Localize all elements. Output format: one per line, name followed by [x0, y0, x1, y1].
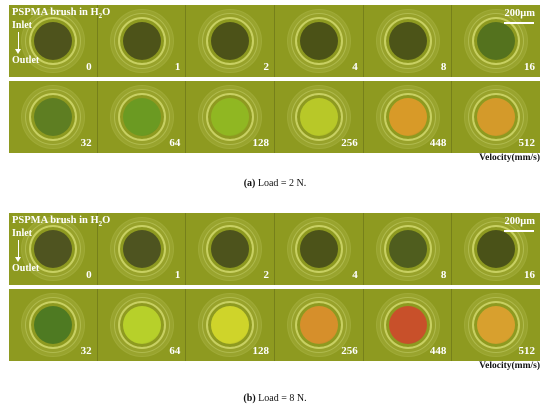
panel-b-frame: 8: [364, 213, 453, 285]
contact-spot: [477, 306, 516, 344]
panel-a-flow-arrow-icon: [15, 32, 21, 54]
velocity-value: 0: [86, 269, 92, 281]
contact-spot: [388, 306, 427, 344]
panel-b-frame: 4: [275, 213, 364, 285]
panel-a-frame: 256: [275, 81, 364, 153]
panel-b-inlet-label: Inlet: [12, 228, 32, 239]
panel-a-frame: 4: [275, 5, 364, 77]
panel-b-flow-arrow-icon: [15, 240, 21, 262]
velocity-value: 64: [169, 345, 181, 357]
contact-spot: [388, 98, 427, 136]
panel-b-scale-bar: [504, 230, 534, 232]
contact-spot: [477, 98, 516, 136]
panel-b-caption: (b) Load = 8 N.: [243, 393, 307, 404]
panel-a-scale-bar: [504, 22, 534, 24]
velocity-value: 32: [80, 137, 92, 149]
velocity-value: 448: [429, 345, 447, 357]
contact-spot: [211, 306, 250, 344]
contact-spot: [388, 22, 427, 60]
contact-spot: [211, 22, 250, 60]
velocity-value: 256: [341, 137, 358, 149]
velocity-value: 512: [518, 137, 536, 149]
panel-b-frame: 0: [9, 213, 98, 285]
panel-b-frame: 256: [275, 289, 364, 361]
panel-a-inlet-label: Inlet: [12, 20, 32, 31]
panel-a-frame: 448: [364, 81, 453, 153]
panel-b-frame: 448: [364, 289, 453, 361]
contact-spot: [33, 306, 72, 344]
panel-b-velocity-label: Velocity(mm/s): [479, 361, 540, 371]
velocity-value: 128: [252, 345, 270, 357]
velocity-value: 16: [524, 269, 536, 281]
velocity-value: 448: [429, 137, 447, 149]
panel-a-frame: 64: [98, 81, 187, 153]
velocity-value: 8: [440, 61, 447, 73]
contact-spot: [33, 230, 72, 268]
panel-b-row-1: 0 1 2 4 8 16: [9, 213, 540, 285]
velocity-value: 8: [440, 269, 447, 281]
panel-a-row-1: 0 1 2 4 8 16: [9, 5, 540, 77]
panel-a-scale-bar-label: 200μm: [504, 8, 535, 19]
contact-spot: [211, 230, 250, 268]
panel-a-frame: 512: [452, 81, 540, 153]
panel-a-frame: 32: [9, 81, 98, 153]
contact-spot: [33, 22, 72, 60]
panel-b-outlet-label: Outlet: [12, 263, 40, 274]
contact-spot: [122, 306, 161, 344]
contact-spot: [122, 98, 161, 136]
panel-a-frame: 0: [9, 5, 98, 77]
panel-a-velocity-label: Velocity(mm/s): [479, 153, 540, 163]
contact-spot: [388, 230, 427, 268]
velocity-value: 2: [263, 61, 270, 73]
panel-b-frame: 2: [186, 213, 276, 285]
velocity-value: 64: [169, 137, 181, 149]
contact-spot: [299, 98, 338, 136]
panel-a-frame: 8: [364, 5, 453, 77]
panel-b-row-2: 32 64 128 256 448 512: [9, 289, 540, 361]
velocity-value: 4: [352, 61, 358, 73]
panel-a-title: PSPMA brush in H2O: [12, 7, 111, 21]
velocity-value: 0: [86, 61, 92, 73]
panel-a-frame: 2: [186, 5, 276, 77]
panel-a-outlet-label: Outlet: [12, 55, 40, 66]
contact-spot: [299, 306, 338, 344]
velocity-value: 512: [518, 345, 536, 357]
panel-a-frame: 128: [186, 81, 276, 153]
velocity-value: 4: [352, 269, 358, 281]
contact-spot: [477, 230, 516, 268]
contact-spot: [33, 98, 72, 136]
contact-spot: [299, 230, 338, 268]
panel-a-frame: 16: [452, 5, 540, 77]
panel-b-title: PSPMA brush in H2O: [12, 215, 111, 229]
contact-spot: [299, 22, 338, 60]
contact-spot: [211, 98, 250, 136]
panel-a-caption: (a) Load = 2 N.: [243, 178, 307, 189]
panel-a-row-2: 32 64 128 256 448 512: [9, 81, 540, 153]
panel-b-frame: 64: [98, 289, 187, 361]
panel-a: 0 1 2 4 8 16 PSPMA brush in H2O Inlet Outlet …: [9, 5, 540, 170]
velocity-value: 128: [252, 137, 270, 149]
panel-a-frame: 1: [98, 5, 187, 77]
velocity-value: 32: [80, 345, 92, 357]
panel-b-frame: 128: [186, 289, 276, 361]
contact-spot: [122, 230, 161, 268]
panel-b-frame: 32: [9, 289, 98, 361]
velocity-value: 16: [524, 61, 536, 73]
contact-spot: [477, 22, 516, 60]
velocity-value: 1: [174, 61, 181, 73]
velocity-value: 2: [263, 269, 270, 281]
velocity-value: 256: [341, 345, 358, 357]
panel-b: 0 1 2 4 8 16 PSPMA brush in H2O Inlet Outlet …: [9, 213, 540, 378]
contact-spot: [122, 22, 161, 60]
panel-b-scale-bar-label: 200μm: [504, 216, 535, 227]
panel-b-frame: 512: [452, 289, 540, 361]
panel-b-frame: 1: [98, 213, 187, 285]
panel-b-frame: 16: [452, 213, 540, 285]
velocity-value: 1: [174, 269, 181, 281]
